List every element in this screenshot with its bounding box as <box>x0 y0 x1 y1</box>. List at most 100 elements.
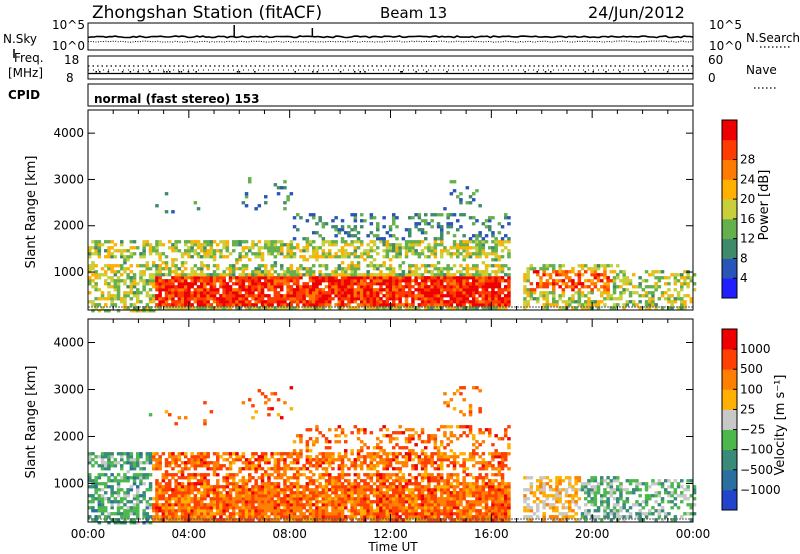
range-gate-cell <box>142 270 146 274</box>
range-gate-cell <box>539 267 543 271</box>
range-gate-cell <box>638 300 642 304</box>
range-gate-cell <box>219 509 223 513</box>
velocity-data-field <box>88 386 697 525</box>
range-gate-cell <box>216 297 220 301</box>
freq-tick-bottom: 8 <box>66 71 74 85</box>
range-gate-cell <box>369 506 374 510</box>
range-gate-cell <box>360 276 364 280</box>
range-gate-cell <box>190 240 194 244</box>
range-gate-cell <box>497 279 502 283</box>
range-gate-cell <box>619 294 623 298</box>
range-gate-cell <box>331 276 335 280</box>
range-gate-cell <box>209 249 214 253</box>
range-gate-cell <box>328 488 332 492</box>
range-gate-cell <box>264 503 268 507</box>
range-gate-cell <box>686 285 690 289</box>
range-gate-cell <box>203 497 207 501</box>
range-gate-cell <box>264 240 268 244</box>
range-gate-cell <box>280 306 284 310</box>
range-gate-cell <box>184 518 188 522</box>
range-gate-cell <box>388 494 393 498</box>
range-gate-cell <box>136 506 140 510</box>
range-gate-cell <box>590 267 594 271</box>
range-gate-cell <box>212 270 217 274</box>
range-gate-cell <box>395 246 399 250</box>
range-gate-cell <box>107 461 111 465</box>
range-gate-cell <box>244 494 249 498</box>
range-gate-cell <box>398 452 402 456</box>
range-gate-cell <box>283 497 287 501</box>
range-gate-cell <box>363 258 367 262</box>
range-gate-cell <box>257 455 262 459</box>
range-gate-cell <box>139 461 143 465</box>
range-gate-cell <box>449 285 454 289</box>
range-gate-cell <box>91 300 95 304</box>
range-gate-cell <box>177 282 182 286</box>
range-gate-cell <box>107 458 111 462</box>
range-gate-cell <box>680 300 684 304</box>
range-gate-cell <box>292 509 297 513</box>
range-gate-cell <box>574 273 578 277</box>
range-gate-cell <box>174 485 178 489</box>
range-gate-cell <box>532 267 537 271</box>
range-gate-cell <box>408 216 412 220</box>
range-gate-cell <box>158 291 162 295</box>
range-gate-cell <box>97 521 102 525</box>
range-gate-cell <box>459 291 463 295</box>
range-gate-cell <box>148 249 153 253</box>
range-gate-cell <box>267 282 271 286</box>
range-gate-cell <box>436 267 441 271</box>
range-gate-cell <box>424 473 428 477</box>
range-gate-cell <box>372 512 377 516</box>
range-gate-cell <box>235 452 239 456</box>
range-gate-cell <box>206 264 210 268</box>
range-gate-cell <box>308 491 313 495</box>
range-gate-cell <box>340 261 345 265</box>
range-gate-cell <box>104 467 108 471</box>
range-gate-cell <box>433 282 438 286</box>
range-gate-cell <box>257 461 262 465</box>
range-gate-cell <box>395 252 399 256</box>
range-gate-cell <box>446 264 450 268</box>
range-gate-cell <box>305 494 310 498</box>
range-gate-cell <box>91 452 95 456</box>
range-gate-cell <box>392 234 396 238</box>
range-gate-cell <box>459 246 463 250</box>
range-gate-cell <box>315 231 319 235</box>
range-gate-cell <box>340 273 345 277</box>
range-gate-cell <box>216 479 220 483</box>
range-gate-cell <box>372 276 377 280</box>
range-gate-cell <box>497 222 502 226</box>
range-gate-cell <box>196 512 201 516</box>
range-gate-cell <box>356 231 361 235</box>
range-gate-cell <box>449 509 454 513</box>
range-gate-cell <box>260 473 265 477</box>
range-gate-cell <box>376 246 380 250</box>
y-tick-label: 3000 <box>53 172 84 186</box>
range-gate-cell <box>548 273 553 277</box>
range-gate-cell <box>417 243 422 247</box>
range-gate-cell <box>254 270 258 274</box>
range-gate-cell <box>603 270 607 274</box>
range-gate-cell <box>430 464 434 468</box>
range-gate-cell <box>676 291 681 295</box>
range-gate-cell <box>619 297 623 301</box>
range-gate-cell <box>142 309 146 313</box>
noise-traces <box>87 25 694 43</box>
range-gate-cell <box>264 395 268 399</box>
range-gate-cell <box>312 464 316 468</box>
range-gate-cell <box>260 494 265 498</box>
range-gate-cell <box>264 470 268 474</box>
range-gate-cell <box>171 261 175 265</box>
range-gate-cell <box>305 500 310 504</box>
range-gate-cell <box>644 285 649 289</box>
range-gate-cell <box>251 240 255 244</box>
range-gate-cell <box>475 270 479 274</box>
range-gate-cell <box>465 282 470 286</box>
range-gate-cell <box>404 440 409 444</box>
range-gate-cell <box>456 219 460 223</box>
range-gate-cell <box>577 264 582 268</box>
range-gate-cell <box>174 270 178 274</box>
range-gate-cell <box>321 288 326 292</box>
range-gate-cell <box>433 291 438 295</box>
